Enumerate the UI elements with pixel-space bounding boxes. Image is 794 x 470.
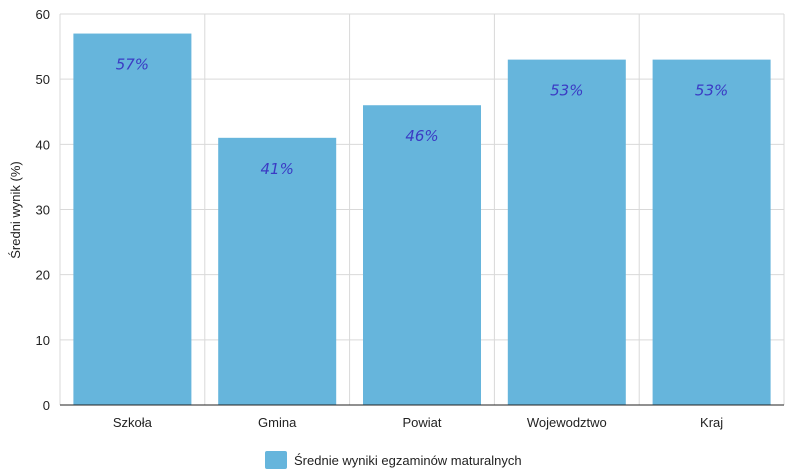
legend-label: Średnie wyniki egzaminów maturalnych (294, 453, 522, 468)
bar[interactable] (652, 59, 771, 405)
bar[interactable] (218, 137, 337, 406)
bar[interactable] (363, 105, 481, 405)
x-tick-label: Powiat (402, 415, 441, 430)
legend-swatch (265, 451, 287, 469)
x-tick-label: Gmina (258, 415, 297, 430)
y-tick-label: 50 (36, 72, 50, 87)
y-tick-label: 40 (36, 137, 50, 152)
axes: 0 10 20 30 40 50 60 Szkoła Gmina Powiat Wojewodztw… (36, 7, 784, 430)
y-tick-label: 30 (36, 203, 50, 218)
bar-data-label: 57% (116, 56, 149, 74)
y-tick-label: 60 (36, 7, 50, 22)
bars (73, 33, 771, 406)
x-tick-label: Kraj (700, 415, 723, 430)
x-tick-label: Wojewodztwo (527, 415, 607, 430)
legend[interactable]: Średnie wyniki egzaminów maturalnych (265, 451, 522, 469)
bar-data-label: 41% (261, 160, 294, 178)
x-tick-label: Szkoła (113, 415, 153, 430)
bar-data-label: 53% (550, 82, 583, 100)
y-tick-label: 20 (36, 268, 50, 283)
y-tick-label: 0 (43, 398, 50, 413)
data-labels: 57% 41% 46% 53% 53% (116, 56, 729, 178)
bar[interactable] (73, 33, 192, 406)
bar-data-label: 53% (695, 82, 728, 100)
y-tick-label: 10 (36, 333, 50, 348)
bar[interactable] (507, 59, 626, 405)
bar-data-label: 46% (405, 127, 438, 145)
y-axis-title: Średni wynik (%) (8, 161, 23, 259)
